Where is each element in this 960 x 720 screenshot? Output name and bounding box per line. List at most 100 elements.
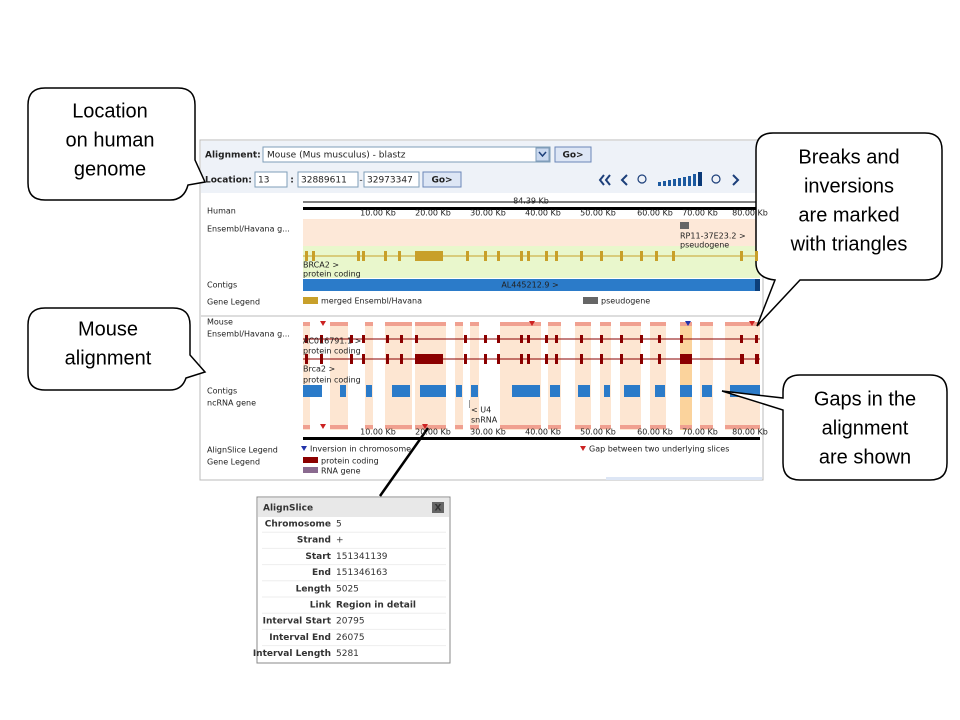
button-label[interactable]: Go> [431, 176, 452, 186]
row-value: 5 [336, 520, 342, 530]
gene-label: protein coding [303, 376, 361, 385]
exon [466, 251, 469, 261]
contig-segment [550, 385, 560, 397]
contig-segment [340, 385, 346, 397]
exon [755, 251, 758, 261]
legend-label: pseudogene [601, 297, 650, 306]
callout-bubble [755, 132, 943, 327]
go-button[interactable] [422, 171, 462, 188]
slice-segment [548, 322, 561, 326]
triangle-marker [320, 321, 326, 326]
scale-label: 40.00 Kb [525, 209, 561, 218]
close-button[interactable] [432, 502, 444, 513]
contig-end [755, 279, 760, 291]
input-value[interactable]: 32889611 [301, 176, 347, 186]
zoom-scale[interactable] [658, 172, 702, 186]
gene-label: protein coding [303, 347, 361, 356]
slice-segment [385, 322, 412, 326]
select-value[interactable]: Mouse (Mus musculus) - blastz [267, 151, 406, 161]
slice-segment [455, 322, 463, 326]
legend-swatch [583, 297, 598, 304]
nav-first[interactable] [598, 174, 611, 186]
exon [398, 251, 401, 261]
track-bg [303, 246, 760, 278]
rna-marker [469, 400, 470, 408]
callout-bubble [27, 307, 207, 391]
go-button[interactable] [554, 146, 592, 163]
exon [545, 251, 548, 261]
legend-label: merged Ensembl/Havana [321, 297, 422, 306]
slice-segment [620, 425, 641, 429]
select-arrow[interactable] [535, 147, 550, 162]
gene-label: pseudogene [680, 241, 729, 250]
callout-text: are marked [798, 204, 899, 226]
callout-bubble [27, 87, 207, 201]
legend-label: protein coding [321, 457, 379, 466]
gene-label: snRNA [471, 416, 498, 425]
slice-segment [455, 425, 463, 429]
slice-segment [600, 322, 611, 326]
slice-segment [500, 425, 541, 429]
scale-label: 30.00 Kb [470, 209, 506, 218]
aligned-region [575, 325, 591, 430]
scale-label: 80.00 Kb [732, 428, 768, 437]
contig-segment [392, 385, 410, 397]
gap-marker [580, 446, 586, 451]
row-label: Length [296, 584, 331, 594]
gene-label: RP11-37E23.2 > [680, 232, 746, 241]
exon [655, 251, 658, 261]
contig-segment [624, 385, 640, 397]
exon [520, 251, 523, 261]
aligned-region [650, 325, 666, 430]
scale-label: 50.00 Kb [580, 428, 616, 437]
pseudogene-block [680, 222, 689, 229]
triangle-marker [685, 321, 691, 326]
gene-label: protein coding [303, 270, 361, 279]
slice-segment [303, 322, 310, 326]
scale-label: 70.00 Kb [682, 209, 718, 218]
slice-segment [650, 425, 666, 429]
popup [256, 496, 451, 664]
slice-segment [725, 322, 760, 326]
close-label[interactable]: X [435, 504, 442, 514]
row-label: Start [305, 552, 331, 562]
nav-next[interactable] [732, 174, 740, 186]
slice-segment [365, 322, 373, 326]
aligned-region [385, 325, 412, 430]
mouse-tracks [303, 321, 760, 430]
scale-label: 20.00 Kb [415, 209, 451, 218]
track-label: Contigs [207, 281, 237, 290]
input-value[interactable]: 32973347 [367, 176, 413, 186]
exon [305, 251, 308, 261]
contig-segment [420, 385, 446, 397]
exon [384, 251, 387, 261]
callout-text: genome [74, 158, 146, 180]
slice-segment [415, 322, 446, 326]
nav-prev[interactable] [620, 174, 628, 186]
input-value[interactable]: 13 [258, 176, 269, 186]
legend-swatch [303, 297, 318, 304]
zoom-in[interactable] [711, 174, 721, 184]
contig-segment [512, 385, 540, 397]
exon [362, 251, 365, 261]
label: Location: [205, 176, 252, 186]
triangle-marker [320, 424, 326, 429]
slice-segment [548, 425, 561, 429]
chromosome-input[interactable] [254, 171, 288, 188]
row-value: 26075 [336, 633, 365, 643]
contig-segment [578, 385, 590, 397]
start-input[interactable] [297, 171, 359, 188]
row-label: Interval Length [253, 649, 331, 659]
end-input[interactable] [363, 171, 420, 188]
button-label[interactable]: Go> [562, 151, 583, 161]
alignment-select[interactable] [262, 146, 551, 163]
contig-segment [366, 385, 372, 397]
triangle-marker [749, 321, 755, 326]
row-link[interactable]: Region in detail [336, 601, 416, 611]
callout-text: Breaks and [798, 146, 899, 168]
exon [357, 251, 360, 261]
callout-text: Mouse [78, 318, 138, 340]
slice-segment [725, 425, 760, 429]
zoom-out[interactable] [637, 174, 647, 184]
callout-text: alignment [65, 347, 152, 369]
